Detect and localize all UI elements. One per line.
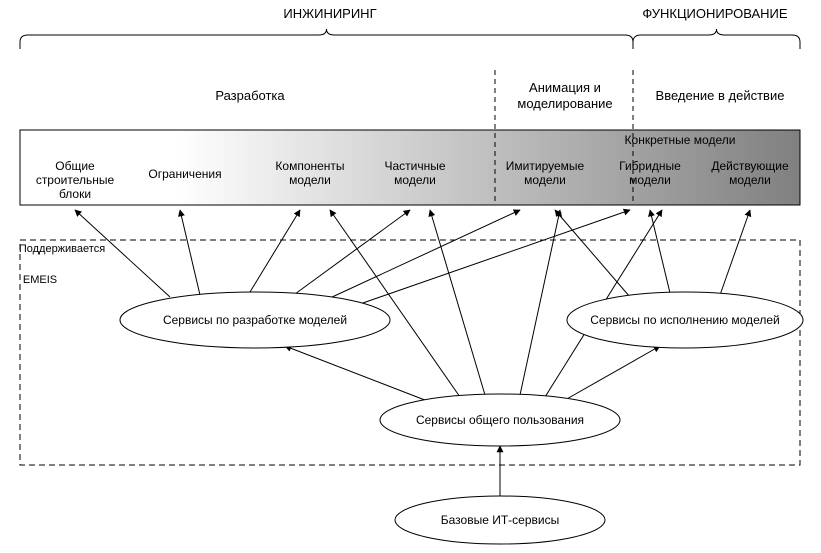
svg-text:Гибридные: Гибридные: [619, 159, 681, 173]
header-h2: ФУНКЦИОНИРОВАНИЕ: [642, 6, 787, 21]
svg-text:строительные: строительные: [36, 173, 115, 187]
arrow-1: [180, 210, 200, 295]
svg-text:модели: модели: [729, 173, 771, 187]
svg-text:Общие: Общие: [55, 159, 95, 173]
side-label-1: EMEIS: [23, 274, 57, 286]
section-s1: Разработка: [215, 88, 285, 103]
svg-text:блоки: блоки: [59, 187, 91, 201]
arrow-12: [430, 210, 485, 395]
svg-text:Частичные: Частичные: [384, 159, 445, 173]
svg-text:Анимация и: Анимация и: [529, 80, 601, 95]
section-s2: Анимация имоделирование: [517, 80, 612, 111]
bracket-bk1: [20, 29, 633, 49]
cell-c2: Ограничения: [148, 167, 221, 181]
bracket-bk2: [633, 29, 800, 49]
svg-text:Компоненты: Компоненты: [275, 159, 344, 173]
svg-text:Имитируемые: Имитируемые: [506, 159, 585, 173]
ellipse-label-e3: Сервисы общего пользования: [416, 413, 584, 427]
arrow-7: [650, 210, 670, 293]
arrow-5: [360, 210, 630, 304]
ellipse-label-e1: Сервисы по разработке моделей: [163, 313, 347, 327]
svg-text:моделирование: моделирование: [517, 96, 612, 111]
arrow-13: [520, 210, 560, 395]
header-h1: ИНЖИНИРИНГ: [283, 6, 376, 21]
arrow-10: [565, 346, 660, 400]
ellipse-label-e2: Сервисы по исполнению моделей: [590, 313, 779, 327]
svg-text:Действующие: Действующие: [711, 159, 789, 173]
svg-text:модели: модели: [394, 173, 436, 187]
arrow-9: [285, 346, 430, 402]
side-label-0: Поддерживается: [19, 243, 105, 255]
band-subheader: Конкретные модели: [625, 133, 736, 147]
arrow-3: [295, 210, 410, 294]
svg-text:модели: модели: [289, 173, 331, 187]
arrow-2: [250, 210, 300, 292]
arrow-4: [330, 210, 520, 298]
ellipse-label-e4: Базовые ИТ-сервисы: [441, 513, 559, 527]
svg-text:Ограничения: Ограничения: [148, 167, 221, 181]
arrow-8: [720, 210, 750, 295]
section-s3: Введение в действие: [656, 88, 785, 103]
svg-text:модели: модели: [629, 173, 671, 187]
svg-text:модели: модели: [524, 173, 566, 187]
